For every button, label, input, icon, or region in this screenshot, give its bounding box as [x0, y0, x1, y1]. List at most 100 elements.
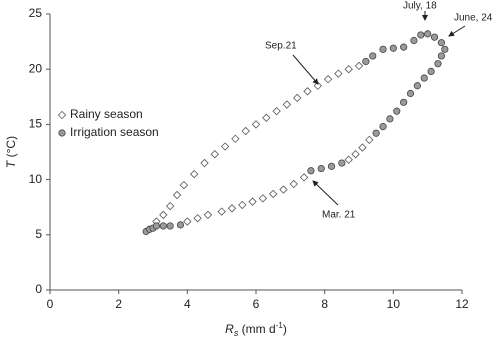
- diamond-point: [334, 69, 343, 78]
- diamond-point: [190, 169, 199, 179]
- legend-label: Rainy season: [70, 107, 143, 121]
- circle-point: [327, 162, 336, 170]
- circle-point: [389, 44, 397, 52]
- y-tick-label: 20: [29, 61, 43, 75]
- circle-point: [400, 43, 408, 51]
- circle-point: [362, 57, 370, 66]
- x-axis-label-part: R: [225, 322, 234, 336]
- y-axis-label-part: (°C): [4, 136, 18, 161]
- diamond-point: [159, 210, 168, 220]
- legend-label: Irrigation season: [70, 125, 159, 139]
- circle-point: [437, 39, 445, 47]
- circle-point: [430, 33, 439, 41]
- circle-point: [420, 74, 428, 82]
- diamond-point: [303, 87, 312, 96]
- annotation: June, 24: [454, 13, 493, 24]
- x-axis-label-part: (mm d: [238, 322, 275, 336]
- diamond-point: [272, 106, 281, 116]
- diamond-point: [238, 200, 247, 210]
- circle-point: [413, 82, 421, 90]
- circle-point: [441, 45, 449, 53]
- diamond-point: [172, 190, 182, 200]
- x-tick-label: 12: [455, 297, 469, 311]
- y-axis-label-part: T: [4, 159, 18, 168]
- diamond-point: [241, 126, 250, 136]
- circle-point: [400, 98, 408, 106]
- circle-point: [393, 107, 401, 115]
- circle-point: [434, 60, 442, 68]
- circle-point: [176, 221, 185, 229]
- diamond-point: [299, 173, 309, 182]
- circle-point: [338, 159, 346, 167]
- annotation-arrow: [448, 25, 466, 37]
- annotation-arrow: [292, 54, 319, 85]
- diamond-point: [258, 194, 268, 203]
- diamond-point: [217, 207, 226, 216]
- diamond-point: [210, 150, 219, 159]
- circle-point: [406, 89, 415, 98]
- x-axis-label-part: -1: [276, 321, 284, 330]
- diamond-point: [344, 155, 353, 164]
- circle-point: [379, 123, 387, 131]
- x-tick-label: 6: [253, 297, 260, 311]
- circle-point: [307, 167, 315, 175]
- circle-point: [159, 222, 167, 230]
- circle-point: [410, 36, 418, 45]
- circle-point: [317, 164, 325, 173]
- x-tick-label: 4: [184, 297, 191, 311]
- diamond-point: [279, 185, 288, 194]
- diamond-point: [231, 134, 240, 143]
- circle-point: [386, 115, 394, 123]
- diamond-point: [282, 100, 292, 109]
- diamond-point: [227, 204, 237, 213]
- diamond-point: [220, 142, 230, 151]
- diamond-point: [166, 201, 175, 211]
- diamond-point: [251, 120, 261, 129]
- diamond-point: [57, 110, 67, 120]
- y-tick-label: 25: [29, 6, 43, 20]
- annotation: Mar. 21: [322, 210, 356, 221]
- x-axis-label: Rs (mm d-1): [225, 321, 287, 338]
- diamond-point: [269, 189, 278, 199]
- diamond-point: [248, 197, 257, 206]
- diamond-point: [262, 113, 271, 122]
- diamond-point: [358, 143, 367, 152]
- x-tick-label: 0: [47, 297, 54, 311]
- y-tick-label: 0: [35, 282, 42, 296]
- x-tick-label: 10: [387, 297, 401, 311]
- y-tick-label: 15: [29, 117, 43, 131]
- annotation: July, 18: [403, 1, 437, 12]
- diamond-point: [365, 135, 374, 145]
- y-tick-label: 10: [29, 172, 43, 186]
- diamond-point: [289, 179, 298, 189]
- annotation: Sep.21: [265, 41, 297, 52]
- x-tick-label: 2: [115, 297, 122, 311]
- circle-point: [166, 222, 174, 230]
- y-tick-label: 5: [35, 227, 42, 241]
- x-axis-label-part: ): [283, 322, 287, 336]
- diamond-point: [323, 74, 333, 84]
- diamond-point: [354, 61, 364, 71]
- circle-point: [58, 129, 66, 137]
- circle-point: [437, 52, 445, 60]
- diamond-point: [200, 158, 209, 168]
- circle-point: [424, 30, 432, 38]
- x-axis-label-part: s: [234, 328, 239, 338]
- diamond-point: [293, 93, 302, 103]
- circle-point: [152, 222, 161, 230]
- y-axis-label: T (°C): [4, 136, 18, 168]
- diamond-point: [183, 217, 192, 226]
- circle-point: [427, 67, 435, 76]
- diamond-point: [193, 214, 202, 223]
- annotation-arrow: [312, 180, 339, 206]
- circle-point: [379, 45, 387, 53]
- diamond-point: [203, 210, 213, 220]
- circle-point: [417, 31, 425, 39]
- diamond-point: [179, 180, 189, 190]
- diamond-point: [344, 65, 353, 74]
- circle-point: [372, 129, 380, 137]
- x-tick-label: 8: [321, 297, 328, 311]
- circle-point: [369, 52, 377, 60]
- diamond-point: [351, 150, 360, 159]
